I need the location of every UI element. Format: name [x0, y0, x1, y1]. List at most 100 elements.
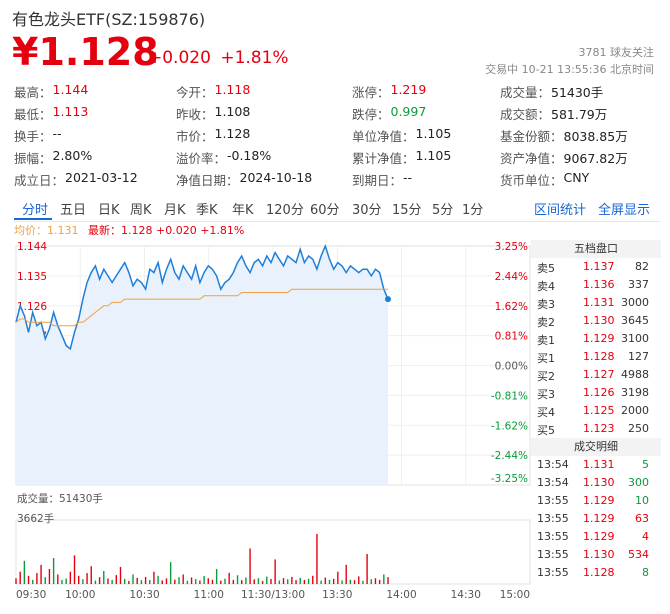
- price-change: +0.020 +1.81%: [148, 48, 289, 68]
- percent-tick-label: 0.00%: [495, 361, 528, 373]
- trade-price: 1.130: [583, 548, 615, 561]
- order-book: 五档盘口 卖5 1.137 82 卖4 1.136 337 卖3 1.131 3000 卖2 1.13…: [531, 240, 661, 582]
- stat-label: 成立日：: [14, 173, 65, 188]
- tab-4[interactable]: 月K: [164, 203, 186, 218]
- order-book-row: 买5 1.123 250: [531, 420, 661, 438]
- price-area-fill: [16, 246, 388, 485]
- trade-price: 1.131: [583, 458, 615, 471]
- stat-value: 1.128: [214, 126, 251, 141]
- avg-price-line: [15, 288, 388, 327]
- trade-quantity: 4: [642, 530, 649, 543]
- volume-plot-frame: [15, 519, 531, 585]
- chart-legend: 均价：1.131 最新：1.128 +0.020 +1.81%: [14, 222, 244, 238]
- tab-0[interactable]: 分时: [22, 203, 49, 218]
- trade-row: 13:54 1.130 300: [531, 474, 661, 492]
- stat-label: 累计净值：: [352, 151, 415, 166]
- trade-price: 1.130: [583, 476, 615, 489]
- section-header: 成交明细: [531, 438, 661, 456]
- tab-1[interactable]: 五日: [60, 203, 87, 218]
- book-price: 1.130: [583, 314, 615, 327]
- stat-label: 到期日：: [352, 173, 403, 188]
- trade-quantity: 63: [635, 512, 649, 525]
- latest-point: [385, 296, 391, 303]
- book-price: 1.128: [583, 350, 615, 363]
- tab-10[interactable]: 15分: [392, 203, 422, 218]
- tab-6[interactable]: 年K: [232, 203, 254, 218]
- trade-row: 13:55 1.129 4: [531, 528, 661, 546]
- tab-2[interactable]: 日K: [98, 203, 120, 218]
- book-level-label: 买1: [537, 352, 555, 365]
- percent-tick-label: -3.25%: [491, 473, 528, 485]
- intraday-chart[interactable]: 1.1443.25%1.1352.44%1.1261.62%1.1170.81%…: [0, 232, 532, 614]
- time-tick-label: 15:00: [500, 589, 530, 601]
- stats-row: 成立日： 2021-03-12 净值日期： 2024-10-18 到期日： -- 货币单位：…: [14, 170, 654, 192]
- trade-quantity: 534: [628, 548, 649, 561]
- trade-time: 13:55: [537, 548, 569, 561]
- stat-value: 51430手: [551, 85, 604, 100]
- tab-8[interactable]: 60分: [310, 203, 340, 218]
- stat-label: 跌停：: [352, 107, 390, 122]
- trade-price: 1.128: [583, 566, 615, 579]
- percent-tick-label: 2.44%: [495, 271, 528, 283]
- active-tab-indicator: [14, 218, 52, 220]
- stat-value: 1.144: [52, 82, 89, 97]
- book-quantity: 82: [635, 260, 649, 273]
- trade-time: 13:55: [537, 566, 569, 579]
- trade-row: 13:55 1.128 8: [531, 564, 661, 582]
- tab-9[interactable]: 30分: [352, 203, 382, 218]
- stat-value: 1.118: [214, 82, 251, 97]
- book-price: 1.127: [583, 368, 615, 381]
- stat-label: 最高：: [14, 85, 52, 100]
- tab-12[interactable]: 1分: [462, 203, 484, 218]
- book-quantity: 3645: [621, 314, 649, 327]
- trade-price: 1.129: [583, 494, 615, 507]
- tab-11[interactable]: 5分: [432, 203, 454, 218]
- book-level-label: 卖4: [537, 280, 555, 293]
- stat-value: 1.105: [415, 148, 452, 163]
- order-book-row: 买3 1.126 3198: [531, 384, 661, 402]
- stat-label: 单位净值：: [352, 129, 415, 144]
- stat-value: 1.105: [415, 126, 452, 141]
- book-level-label: 卖2: [537, 316, 555, 329]
- tab-7[interactable]: 120分: [266, 203, 304, 218]
- order-book-row: 买1 1.128 127: [531, 348, 661, 366]
- book-quantity: 127: [628, 350, 649, 363]
- stat-value: 0.997: [390, 104, 427, 119]
- percent-tick-label: -0.81%: [491, 390, 528, 402]
- stat-label: 市价：: [176, 129, 214, 144]
- price-tick-label: 1.126: [17, 301, 47, 313]
- trade-time: 13:55: [537, 494, 569, 507]
- order-book-row: 卖2 1.130 3645: [531, 312, 661, 330]
- stat-label: 昨收：: [176, 107, 214, 122]
- tab-5[interactable]: 季K: [196, 203, 218, 218]
- book-quantity: 337: [628, 278, 649, 291]
- fullscreen-link[interactable]: 全屏显示: [598, 203, 651, 218]
- stat-label: 振幅：: [14, 151, 52, 166]
- trade-row: 13:55 1.129 10: [531, 492, 661, 510]
- book-price: 1.123: [583, 422, 615, 435]
- stat-label: 成交量：: [500, 85, 551, 100]
- trade-time: 13:54: [537, 458, 569, 471]
- percent-tick-label: 0.81%: [495, 331, 528, 343]
- trade-time: 13:54: [537, 476, 569, 489]
- stat-value: 1.219: [390, 82, 427, 97]
- percent-tick-label: 1.62%: [495, 301, 528, 313]
- book-quantity: 3198: [621, 386, 649, 399]
- trade-row: 13:54 1.131 5: [531, 456, 661, 474]
- stat-label: 基金份额：: [500, 129, 563, 144]
- book-quantity: 250: [628, 422, 649, 435]
- percent-tick-label: -1.62%: [491, 420, 528, 432]
- book-quantity: 3000: [621, 296, 649, 309]
- followers-count[interactable]: 3781 球友关注: [578, 46, 655, 59]
- stat-label: 今开：: [176, 85, 214, 100]
- stat-value: 2.80%: [52, 148, 93, 163]
- time-tick-label: 14:30: [451, 589, 481, 601]
- book-level-label: 买4: [537, 406, 555, 419]
- book-level-label: 卖5: [537, 262, 555, 275]
- stat-label: 溢价率：: [176, 151, 227, 166]
- interval-stats-link[interactable]: 区间统计: [534, 203, 587, 218]
- book-quantity: 4988: [621, 368, 649, 381]
- book-level-label: 卖1: [537, 334, 555, 347]
- book-price: 1.137: [583, 260, 615, 273]
- tab-3[interactable]: 周K: [130, 203, 152, 218]
